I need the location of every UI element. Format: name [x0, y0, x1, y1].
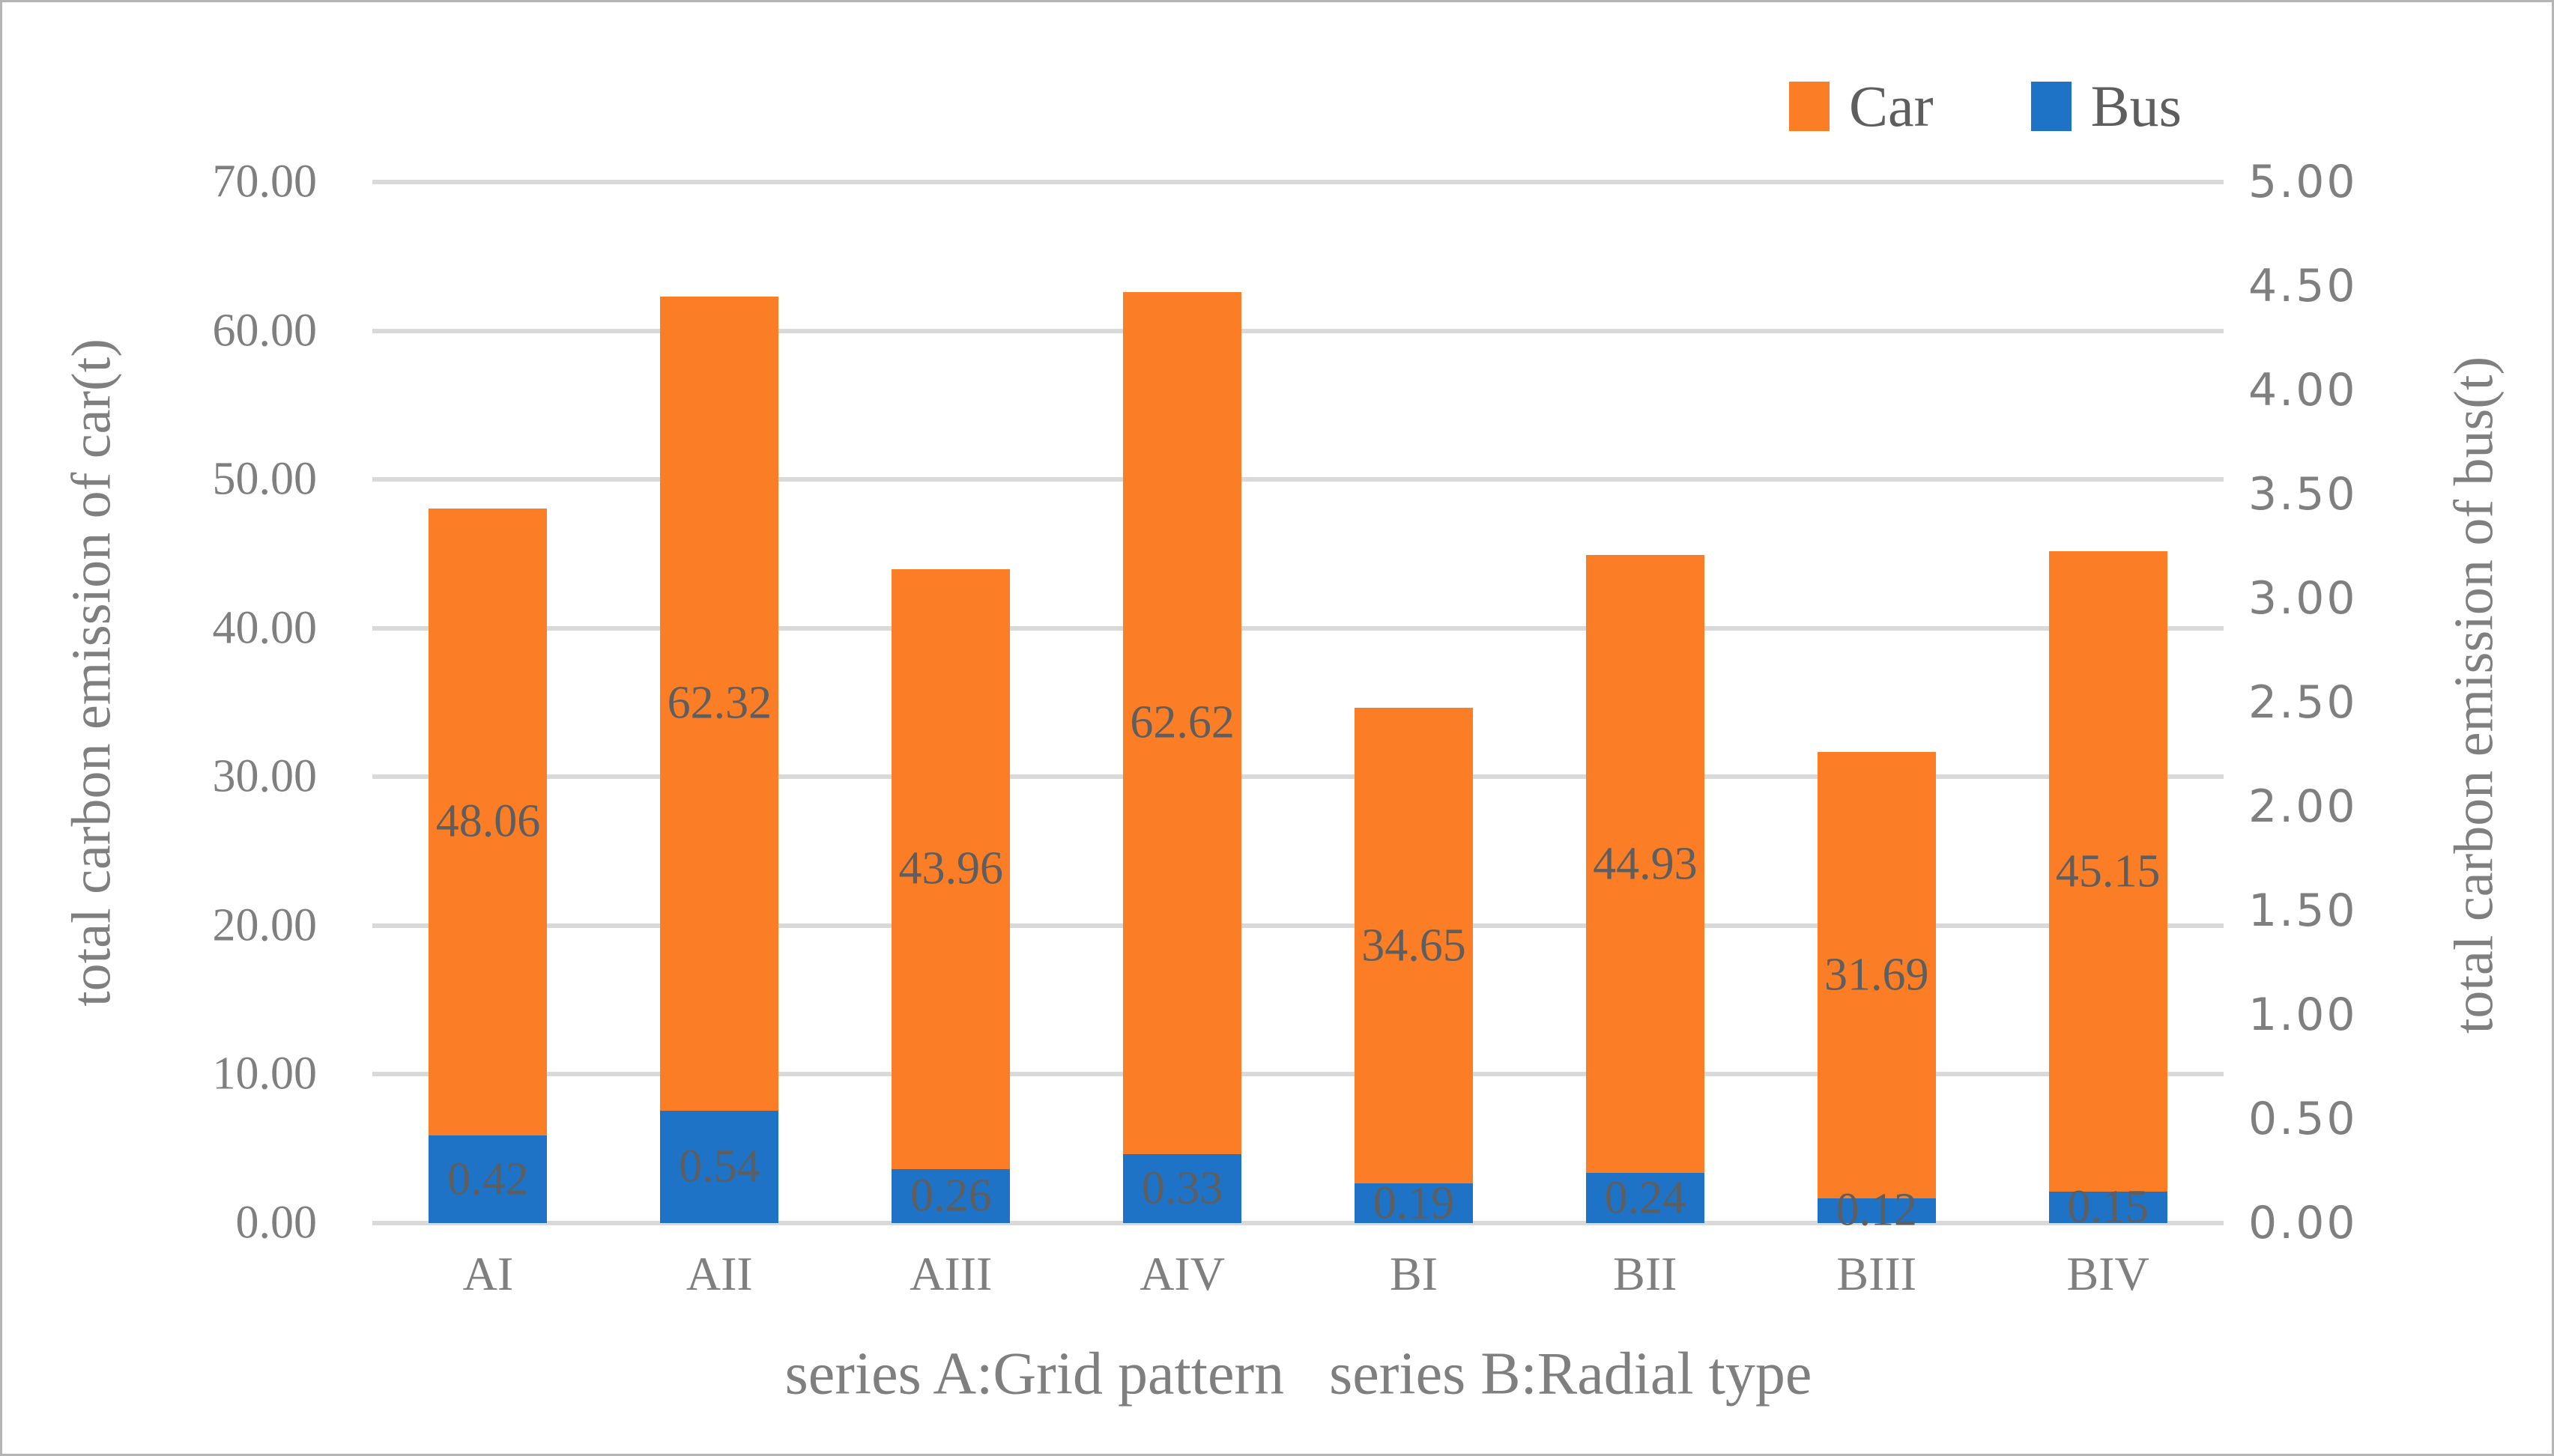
car-bar	[660, 296, 779, 1223]
right-tick-label: 2.50	[2248, 676, 2358, 729]
gridline	[372, 1221, 2224, 1225]
right-tick-label: 0.50	[2248, 1093, 2358, 1145]
right-tick-label: 1.50	[2248, 885, 2358, 937]
bus-value-label: 0.24	[1604, 1172, 1686, 1224]
right-tick-label: 5.00	[2248, 156, 2358, 208]
bus-value-label: 0.12	[1836, 1184, 1917, 1236]
category-label: AI	[462, 1247, 514, 1300]
car-bar	[1354, 707, 1473, 1223]
category-label: BII	[1613, 1247, 1677, 1300]
car-value-label: 31.69	[1824, 949, 1929, 1001]
car-value-label: 62.62	[1130, 697, 1235, 748]
bus-legend-swatch	[2030, 82, 2072, 131]
right-tick-label: 0.00	[2248, 1197, 2358, 1249]
gridline	[372, 477, 2224, 482]
x-axis-label: series A:Grid pattern series B:Radial ty…	[784, 1341, 1812, 1407]
category-label: BIII	[1836, 1247, 1916, 1300]
bus-value-label: 0.15	[2067, 1181, 2149, 1233]
category-label: BIV	[2066, 1247, 2149, 1300]
bus-bar	[660, 1110, 779, 1223]
bus-value-label: 0.33	[1141, 1162, 1223, 1214]
bus-bar	[2048, 1192, 2167, 1223]
car-bar	[1123, 291, 1242, 1223]
gridline	[372, 1072, 2224, 1077]
bus-value-label: 0.26	[910, 1170, 992, 1222]
right-tick-label: 2.00	[2248, 780, 2358, 833]
car-bar	[1817, 751, 1936, 1223]
category-label: AII	[686, 1247, 753, 1300]
gridline	[372, 625, 2224, 631]
left-tick-label: 40.00	[212, 602, 318, 654]
car-value-label: 45.15	[2055, 846, 2161, 897]
bus-value-label: 0.54	[679, 1141, 760, 1192]
car-value-label: 44.93	[1593, 838, 1698, 890]
left-tick-label: 30.00	[212, 750, 318, 802]
car-bar	[2048, 551, 2167, 1223]
car-value-label: 43.96	[898, 843, 1003, 894]
legend-item-car: Car	[1789, 77, 1934, 136]
car-bar	[429, 508, 548, 1223]
car-legend-label: Car	[1849, 73, 1934, 139]
gridline	[372, 180, 2224, 184]
bus-bar	[429, 1135, 548, 1223]
category-label: BI	[1389, 1247, 1438, 1300]
bus-legend-label: Bus	[2090, 73, 2182, 139]
car-bar	[892, 569, 1011, 1223]
right-tick-label: 4.50	[2248, 260, 2358, 312]
right-tick-label: 3.50	[2248, 468, 2358, 521]
right-tick-label: 4.00	[2248, 364, 2358, 416]
car-value-label: 34.65	[1361, 920, 1466, 971]
bus-bar	[1123, 1154, 1242, 1223]
left-tick-label: 10.00	[212, 1048, 318, 1099]
bus-value-label: 0.19	[1373, 1177, 1455, 1229]
car-bar	[1585, 554, 1704, 1223]
bus-value-label: 0.42	[447, 1153, 529, 1205]
car-legend-swatch	[1789, 82, 1830, 131]
left-tick-label: 60.00	[212, 305, 318, 357]
bus-bar	[892, 1168, 1011, 1223]
gridline	[372, 328, 2224, 333]
category-label: AIII	[910, 1247, 993, 1300]
right-tick-label: 1.00	[2248, 989, 2358, 1041]
legend: Car Bus	[1789, 77, 2182, 136]
bus-bar	[1354, 1183, 1473, 1223]
left-tick-label: 70.00	[212, 156, 318, 207]
left-axis-title: total carbon emission of car(t)	[61, 339, 123, 1007]
right-tick-label: 3.00	[2248, 572, 2358, 625]
car-value-label: 62.32	[667, 677, 772, 729]
left-tick-label: 0.00	[235, 1197, 318, 1249]
bus-bar	[1585, 1173, 1704, 1223]
category-label: AIV	[1140, 1247, 1225, 1300]
left-tick-label: 50.00	[212, 453, 318, 505]
gridline	[372, 923, 2224, 928]
left-tick-label: 20.00	[212, 900, 318, 951]
bus-bar	[1817, 1198, 1936, 1223]
right-axis-title: total carbon emission of bus(t)	[2443, 356, 2505, 1034]
legend-item-bus: Bus	[2030, 73, 2182, 139]
gridline	[372, 774, 2224, 780]
car-value-label: 48.06	[435, 795, 541, 847]
